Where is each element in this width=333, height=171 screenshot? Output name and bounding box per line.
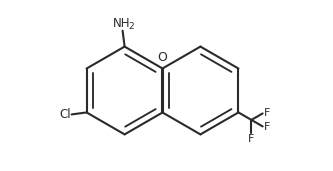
Text: NH: NH <box>113 17 130 30</box>
Text: F: F <box>264 122 270 132</box>
Text: F: F <box>264 108 270 118</box>
Text: 2: 2 <box>128 22 134 31</box>
Text: O: O <box>158 51 167 64</box>
Text: Cl: Cl <box>59 108 71 121</box>
Text: F: F <box>248 134 255 144</box>
